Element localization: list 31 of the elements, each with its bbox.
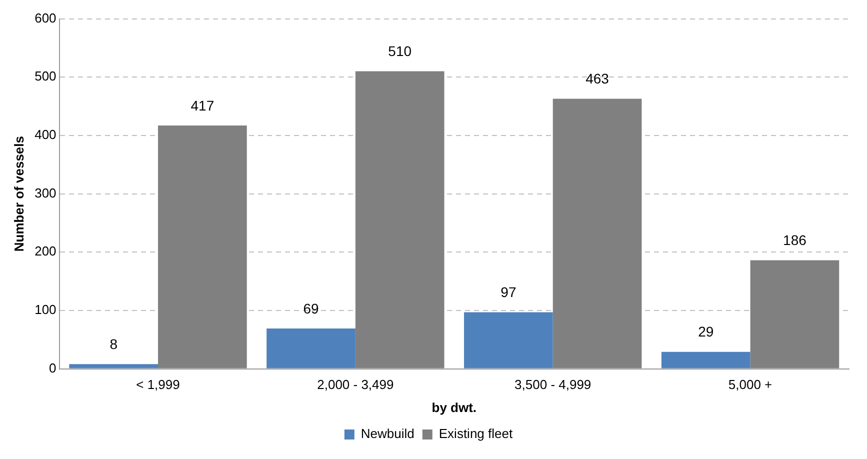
x-tick-label: 5,000 + bbox=[728, 377, 772, 392]
bar bbox=[355, 71, 444, 368]
data-label: 69 bbox=[303, 300, 320, 316]
bar bbox=[552, 98, 642, 368]
data-label: 8 bbox=[110, 336, 118, 352]
x-tick-label: 3,500 - 4,999 bbox=[514, 377, 592, 392]
x-tick-label: 2,000 - 3,499 bbox=[317, 377, 394, 392]
x-tick-label: < 1,999 bbox=[136, 377, 180, 392]
x-axis-title: by dwt. bbox=[432, 400, 477, 415]
y-tick-label: 0 bbox=[49, 360, 56, 376]
y-tick-label: 600 bbox=[34, 10, 56, 26]
bar bbox=[464, 312, 553, 368]
y-tick-label: 200 bbox=[34, 244, 56, 259]
bar bbox=[266, 328, 356, 368]
bar bbox=[158, 126, 247, 368]
data-label: 186 bbox=[783, 232, 807, 248]
y-tick-label: 500 bbox=[34, 68, 56, 84]
y-tick-label: 400 bbox=[34, 127, 56, 142]
bar bbox=[661, 352, 750, 368]
y-tick-label: 100 bbox=[34, 302, 56, 318]
y-axis-title: Number of vessels bbox=[11, 136, 26, 252]
bar bbox=[69, 364, 158, 368]
data-label: 97 bbox=[500, 284, 516, 300]
data-label: 29 bbox=[698, 324, 714, 340]
data-label: 463 bbox=[586, 70, 610, 87]
bar bbox=[750, 260, 840, 368]
data-label: 510 bbox=[388, 43, 412, 60]
legend-label: Newbuild bbox=[360, 426, 414, 442]
y-tick-label: 300 bbox=[34, 185, 56, 200]
legend-label: Existing fleet bbox=[438, 426, 513, 442]
data-label: 417 bbox=[190, 97, 214, 114]
